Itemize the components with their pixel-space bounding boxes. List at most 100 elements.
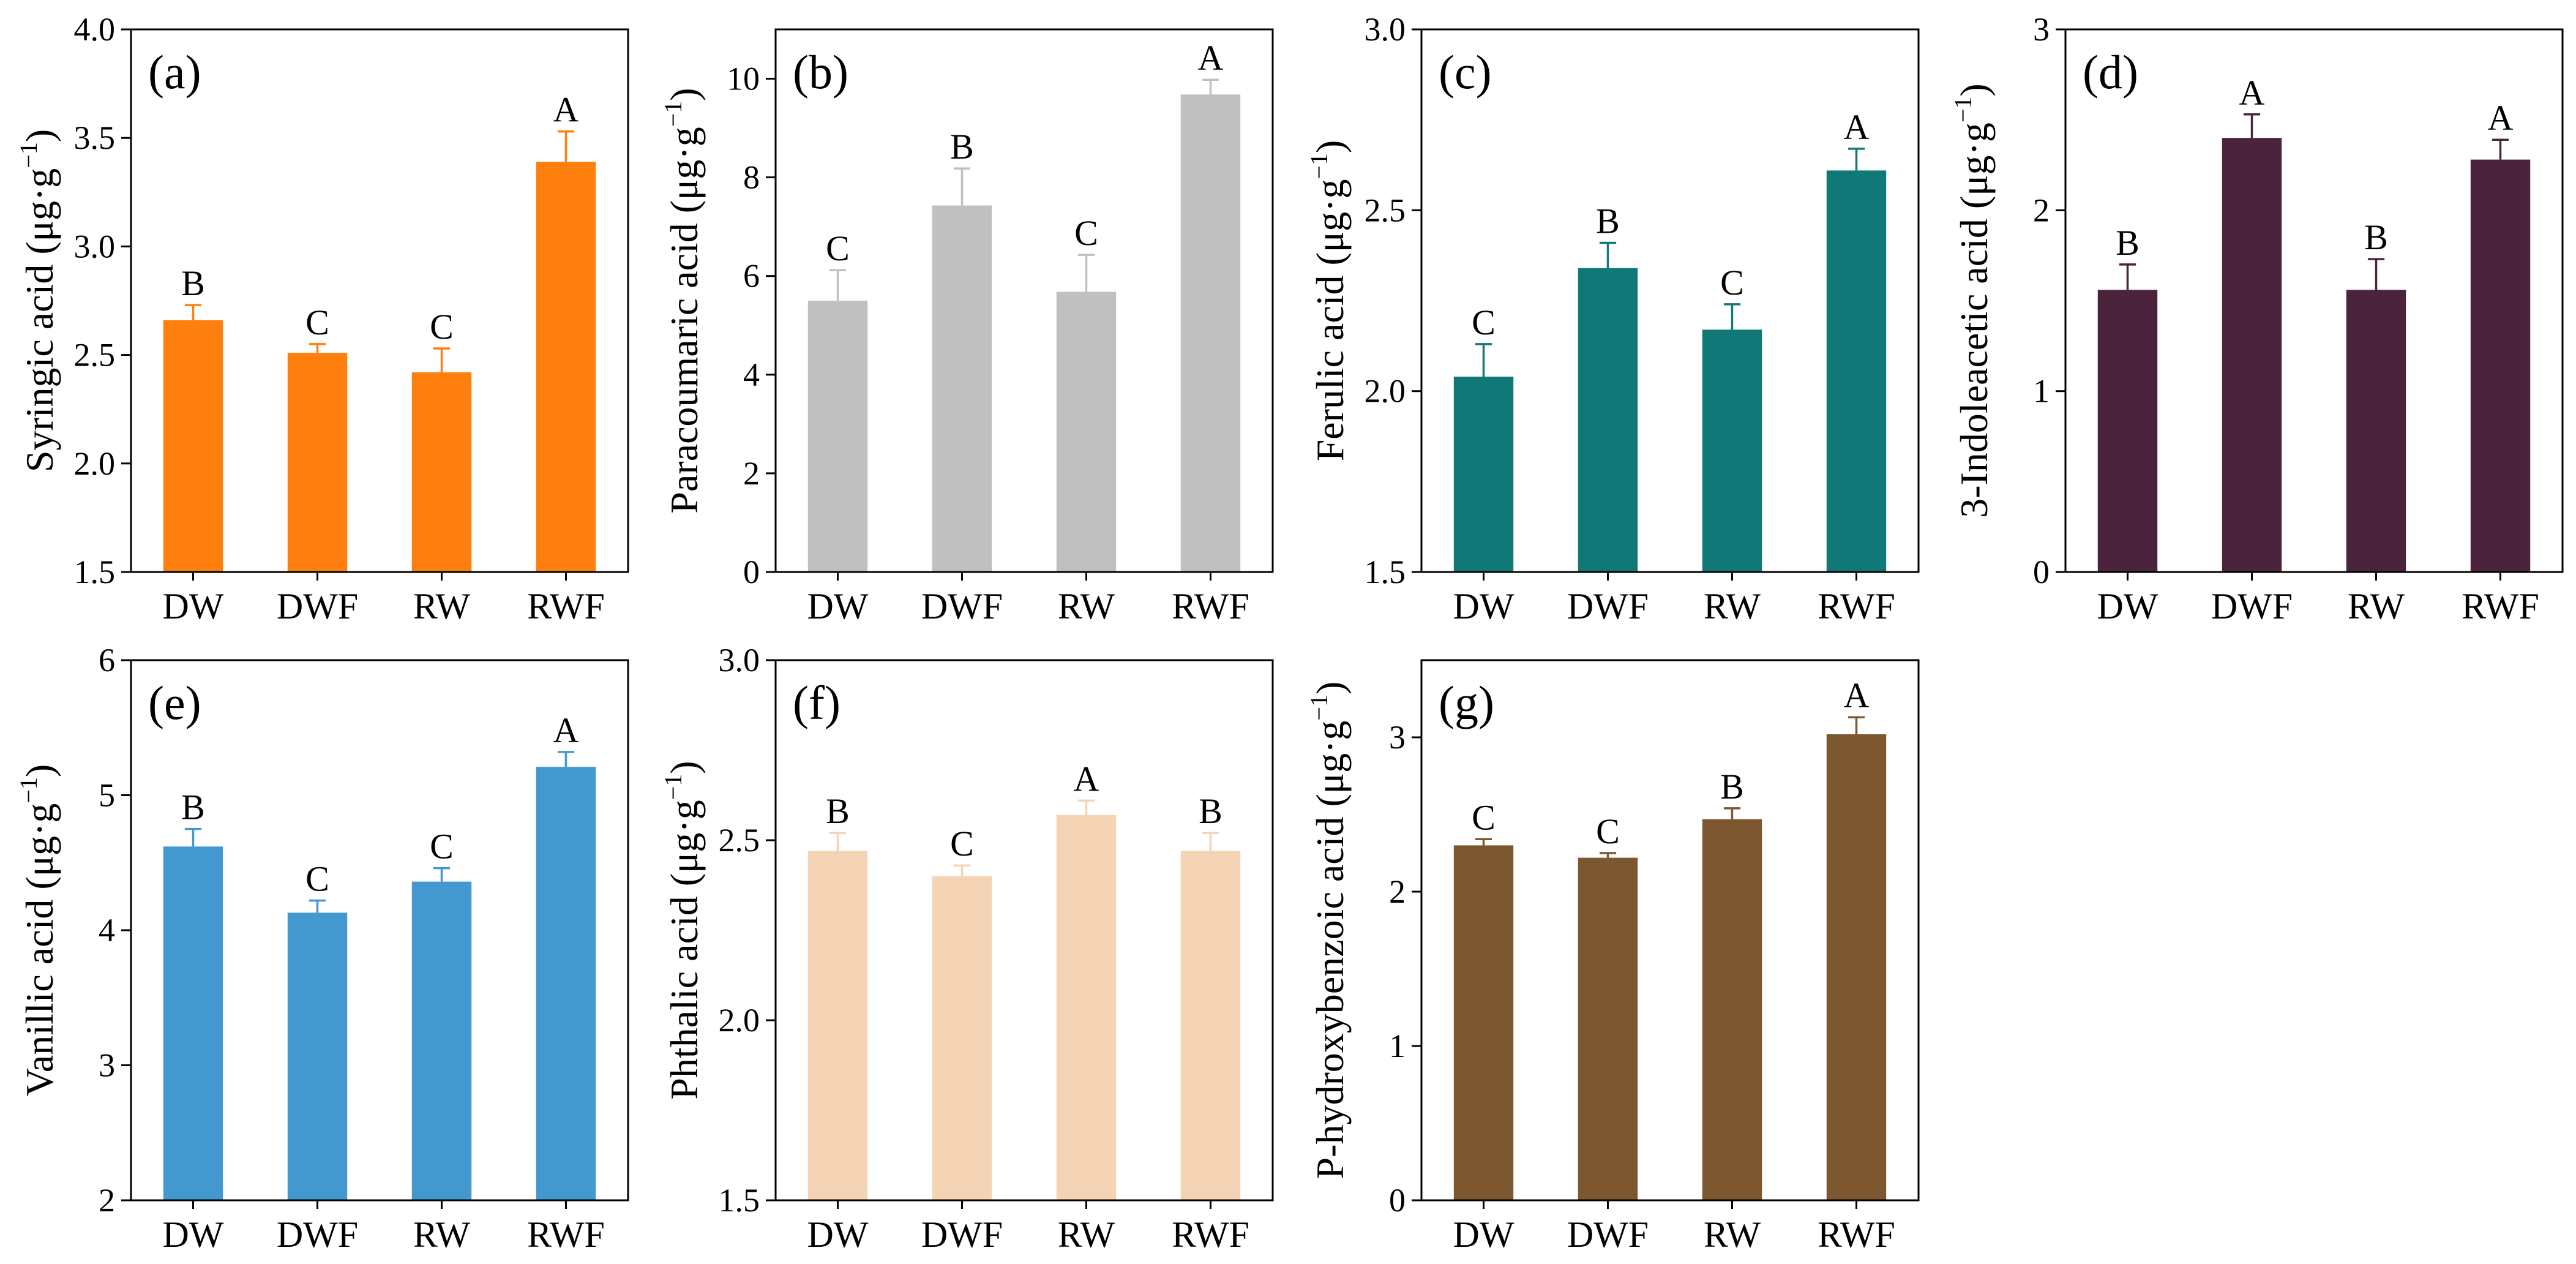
significance-letter: B: [2364, 217, 2388, 257]
significance-letter: C: [430, 827, 454, 867]
x-tick-label: RW: [1704, 1214, 1761, 1255]
x-tick-label: DW: [1453, 1214, 1515, 1255]
panel-label: (c): [1439, 45, 1492, 99]
y-axis-title: 3-Indoleacetic acid (μg·g−1): [1949, 83, 1996, 517]
plot-frame: [774, 659, 1274, 1202]
y-axis-title-text: Ferulic acid (μg·g: [1308, 179, 1352, 462]
bar: [807, 851, 868, 1200]
y-tick-label: 2.5: [1365, 192, 1406, 228]
x-tick-label: RW: [1058, 586, 1115, 626]
panel-label: (a): [148, 45, 201, 99]
x-tick-label: DW: [163, 1214, 224, 1255]
significance-letter: C: [1596, 811, 1620, 851]
y-axis-unit-exponent: −1: [659, 101, 687, 127]
significance-letter: C: [1472, 303, 1496, 342]
y-tick-label: 5: [99, 777, 115, 814]
significance-letter: B: [1720, 767, 1744, 807]
x-tick-label: DWF: [277, 586, 358, 626]
x-tick-label: RW: [413, 1214, 471, 1255]
x-tick-label: RWF: [527, 1214, 605, 1255]
bar: [1180, 851, 1241, 1200]
y-tick-label: 2.0: [74, 445, 116, 482]
significance-letter: C: [430, 307, 454, 347]
y-tick-label: 2: [99, 1182, 115, 1219]
bar: [1453, 377, 1514, 572]
x-tick-label: RW: [413, 586, 471, 626]
x-tick-label: DWF: [2211, 586, 2293, 626]
y-tick-label: 2.5: [719, 822, 760, 859]
y-axis-title: Syringic acid (μg·g−1): [15, 129, 61, 472]
y-tick-label: 3: [1389, 719, 1406, 756]
y-tick-label: 0: [743, 554, 760, 590]
y-tick-label: 3.0: [1365, 11, 1406, 48]
y-axis-unit-close: ): [18, 129, 61, 142]
y-tick-label: 2.5: [74, 337, 116, 374]
chart-panel: C DW B DWF C RW A RWF 1.5 2.0 2.5 3.0 (c) Ferulic aci…: [1305, 11, 1920, 626]
significance-letter: B: [1596, 201, 1620, 241]
y-axis-title-text: Syringic acid (μg·g: [18, 168, 61, 472]
y-axis-unit-exponent: −1: [1305, 153, 1333, 179]
y-axis-unit-close: ): [1952, 83, 1996, 96]
x-tick-label: RWF: [1172, 586, 1249, 626]
y-tick-label: 4.0: [74, 11, 116, 48]
y-axis-unit-exponent: −1: [15, 142, 42, 168]
y-tick-label: 4: [99, 912, 115, 949]
plot-frame: [2064, 28, 2564, 573]
y-tick-label: 2: [2033, 192, 2050, 228]
y-tick-label: 1.5: [719, 1182, 760, 1219]
y-tick-label: 0: [2033, 554, 2050, 590]
bar: [411, 372, 472, 572]
significance-letter: C: [1472, 797, 1496, 837]
x-tick-label: DWF: [277, 1214, 358, 1255]
y-axis-title-text: Vanillic acid (μg·g: [18, 803, 61, 1097]
panel-label: (g): [1439, 676, 1494, 729]
significance-letter: A: [553, 710, 579, 750]
bar: [1826, 734, 1887, 1200]
chart-panel: C DW C DWF B RW A RWF 0 1 2 3 (g) P-hydroxybenzoic ac…: [1305, 659, 1920, 1255]
bar: [1826, 170, 1887, 572]
x-tick-label: DW: [2097, 586, 2159, 626]
plot-frame: [130, 659, 629, 1202]
x-tick-label: DWF: [921, 1214, 1003, 1255]
x-tick-label: RW: [1704, 586, 1761, 626]
y-tick-label: 4: [743, 356, 760, 393]
panel-label: (f): [793, 676, 841, 729]
y-tick-label: 8: [743, 159, 760, 196]
y-axis-title: Vanillic acid (μg·g−1): [15, 764, 61, 1096]
x-tick-label: DWF: [921, 586, 1003, 626]
x-tick-label: RW: [2348, 586, 2405, 626]
bar: [287, 353, 348, 572]
y-axis-unit-close: ): [662, 88, 706, 100]
bar: [2222, 138, 2282, 572]
bar: [411, 881, 472, 1200]
plot-frame: [1420, 28, 1920, 573]
y-axis-title: Paracoumaric acid (μg·g−1): [659, 88, 706, 513]
significance-letter: A: [2488, 98, 2514, 138]
significance-letter: A: [2239, 73, 2265, 113]
bar: [2097, 290, 2158, 572]
x-tick-label: DW: [807, 1214, 869, 1255]
bar: [1056, 292, 1117, 572]
y-axis-title: Ferulic acid (μg·g−1): [1305, 140, 1352, 462]
plot-frame: [774, 28, 1274, 573]
significance-letter: C: [1074, 213, 1098, 253]
significance-letter: C: [950, 824, 974, 863]
y-tick-label: 10: [727, 61, 760, 97]
significance-letter: C: [1720, 263, 1744, 303]
bar: [1702, 329, 1762, 572]
y-tick-label: 1.5: [1365, 554, 1406, 590]
significance-letter: A: [1074, 759, 1099, 799]
y-axis-title-text: 3-Indoleacetic acid (μg·g: [1952, 122, 1996, 518]
significance-letter: B: [181, 788, 205, 827]
y-axis-title-text: Phthalic acid (μg·g: [662, 800, 706, 1099]
y-axis-title: P-hydroxybenzoic acid (μg·g−1): [1305, 682, 1352, 1179]
y-axis-unit-close: ): [1308, 682, 1352, 694]
bar: [1578, 857, 1638, 1200]
x-tick-label: RWF: [2462, 586, 2539, 626]
x-tick-label: DW: [807, 586, 869, 626]
x-tick-label: DWF: [1567, 586, 1649, 626]
chart-panel: C DW B DWF C RW A RWF 0 2 4 6 8 10 (b) Paracoumaric aci…: [659, 28, 1274, 626]
x-tick-label: DW: [1453, 586, 1515, 626]
